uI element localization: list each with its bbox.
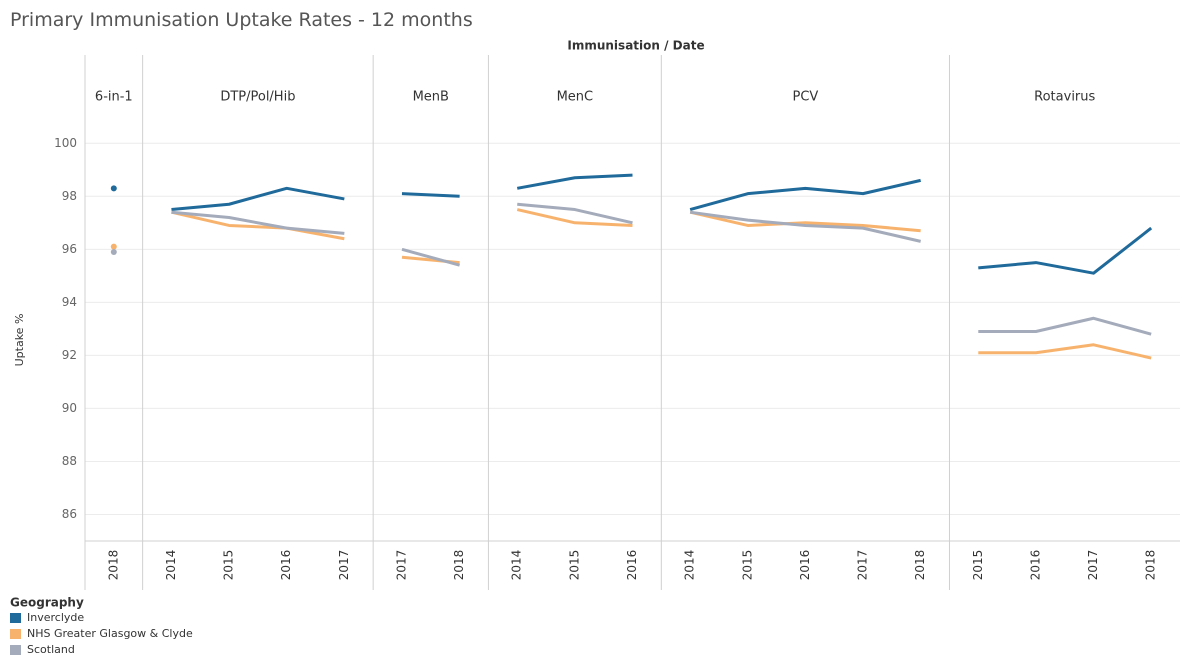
x-tick-label: 2016 xyxy=(279,550,293,581)
y-tick-label: 86 xyxy=(62,507,77,521)
x-tick-label: 2016 xyxy=(625,550,639,581)
x-tick-label: 2016 xyxy=(798,550,812,581)
x-tick-label: 2017 xyxy=(337,550,351,581)
line xyxy=(401,247,461,267)
point xyxy=(110,248,117,255)
x-tick-label: 2018 xyxy=(452,550,466,581)
line xyxy=(516,173,633,190)
y-tick-label: 90 xyxy=(62,401,77,415)
panel-name: MenB xyxy=(413,90,449,105)
line xyxy=(978,226,1153,275)
x-tick-label: 2018 xyxy=(106,550,120,581)
x-tick-label: 2016 xyxy=(1028,550,1042,581)
y-axis-label: Uptake % xyxy=(13,314,26,367)
y-tick-label: 88 xyxy=(62,454,77,468)
x-tick-label: 2015 xyxy=(567,550,581,581)
x-tick-label: 2017 xyxy=(394,550,408,581)
line xyxy=(689,210,921,243)
line xyxy=(517,202,633,225)
x-tick-label: 2014 xyxy=(683,550,697,581)
line xyxy=(689,178,921,211)
legend-swatch xyxy=(10,645,21,655)
x-tick-label: 2015 xyxy=(222,550,236,581)
y-tick-label: 92 xyxy=(62,348,77,362)
point xyxy=(110,243,117,250)
line xyxy=(978,316,1152,336)
legend-title: Geography xyxy=(10,596,84,610)
line xyxy=(689,210,921,233)
line xyxy=(171,210,345,241)
legend-swatch xyxy=(10,613,21,623)
panel-name: PCV xyxy=(792,90,818,105)
x-tick-label: 2017 xyxy=(1086,550,1100,581)
x-tick-label: 2018 xyxy=(1144,550,1158,581)
header: Immunisation / Date xyxy=(567,39,704,53)
panel-name: Rotavirus xyxy=(1034,90,1095,105)
line xyxy=(401,192,460,198)
point xyxy=(110,185,117,192)
y-tick-label: 94 xyxy=(62,295,77,309)
line xyxy=(516,208,633,227)
chart-title: Primary Immunisation Uptake Rates - 12 m… xyxy=(10,9,473,31)
x-tick-label: 2014 xyxy=(164,550,178,581)
panel-name: MenC xyxy=(557,90,594,105)
line xyxy=(171,210,345,235)
x-tick-label: 2015 xyxy=(740,550,754,581)
y-tick-label: 96 xyxy=(62,242,77,256)
legend-label: Inverclyde xyxy=(27,611,84,624)
line xyxy=(978,343,1152,360)
x-tick-label: 2018 xyxy=(913,550,927,581)
legend-label: Scotland xyxy=(27,643,75,655)
panel-name: 6-in-1 xyxy=(95,90,133,105)
panel-name: DTP/Pol/Hib xyxy=(220,90,295,105)
legend-swatch xyxy=(10,629,21,639)
y-tick-label: 100 xyxy=(54,136,77,150)
line xyxy=(171,186,345,212)
x-tick-label: 2015 xyxy=(971,550,985,581)
x-tick-label: 2017 xyxy=(856,550,870,581)
legend-label: NHS Greater Glasgow & Clyde xyxy=(27,627,193,640)
x-tick-label: 2014 xyxy=(510,550,524,581)
y-tick-label: 98 xyxy=(62,189,77,203)
